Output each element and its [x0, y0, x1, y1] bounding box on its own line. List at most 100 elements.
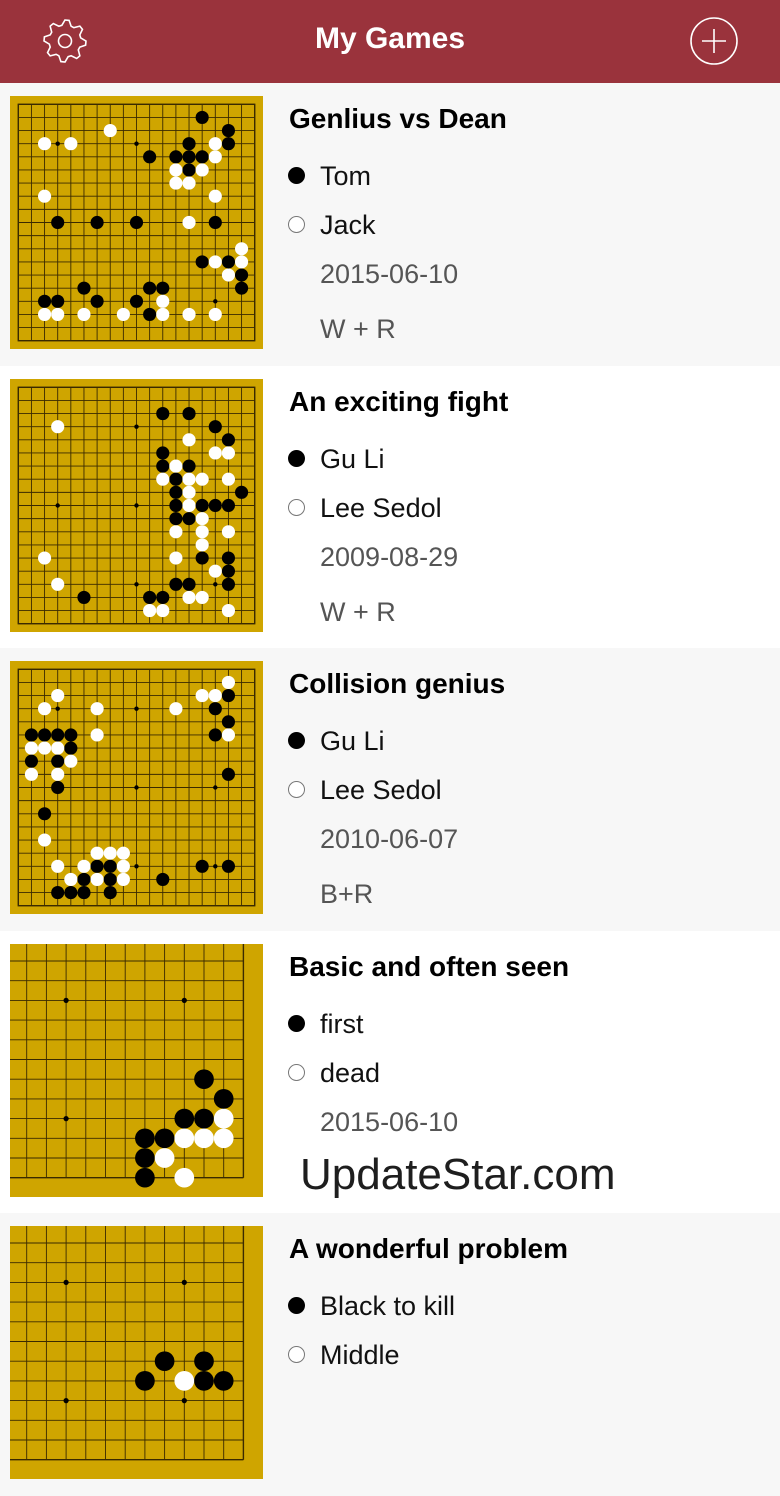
- white-stone: [156, 603, 170, 617]
- plus-circle-icon[interactable]: [689, 16, 739, 66]
- white-stone: [182, 472, 196, 486]
- white-stone: [174, 1167, 195, 1188]
- black-stone: [90, 859, 104, 873]
- white-stone: [38, 741, 52, 755]
- black-stone: [135, 1371, 155, 1391]
- white-stone: [90, 702, 104, 716]
- game-list-item[interactable]: Genlius vs Dean Tom Jack 2015-06-10 W + R: [0, 83, 780, 366]
- black-stone: [156, 590, 170, 604]
- white-stone: [143, 603, 157, 617]
- black-stone: [195, 498, 209, 512]
- go-board-thumbnail: [10, 1226, 263, 1479]
- black-stone: [77, 886, 91, 900]
- black-stone: [208, 215, 222, 230]
- game-list-item[interactable]: An exciting fight Gu Li Lee Sedol 2009-08…: [0, 365, 780, 649]
- black-stone: [77, 281, 91, 295]
- white-stone: [77, 307, 91, 321]
- game-title: Basic and often seen: [289, 950, 570, 982]
- white-stone: [169, 524, 183, 538]
- game-date: 2015-06-10: [320, 259, 459, 289]
- star-point: [55, 141, 60, 146]
- board-edge: [17, 103, 256, 342]
- nav-bar: My Games: [0, 0, 780, 83]
- star-point: [63, 1115, 69, 1121]
- black-stone: [235, 268, 249, 282]
- white-stone: [156, 294, 170, 308]
- go-board-thumbnail: [10, 378, 263, 632]
- black-player: first: [320, 1008, 364, 1039]
- white-player: Middle: [320, 1340, 400, 1370]
- black-stone: [51, 728, 65, 742]
- white-stone: [24, 767, 38, 781]
- star-point: [134, 424, 139, 429]
- white-player: Lee Sedol: [320, 775, 442, 805]
- go-board-thumbnail: [10, 96, 263, 349]
- star-point: [134, 785, 139, 790]
- black-stone-icon: [288, 449, 305, 467]
- gear-icon[interactable]: [40, 16, 90, 66]
- white-stone: [64, 754, 78, 768]
- black-stone-icon: [288, 1014, 305, 1032]
- white-stone: [235, 242, 249, 256]
- black-stone: [194, 1068, 214, 1089]
- game-list-item[interactable]: Basic and often seen first dead 2015-06-1…: [0, 930, 780, 1214]
- black-stone: [221, 859, 235, 873]
- black-stone: [208, 728, 222, 742]
- black-stone: [103, 886, 117, 900]
- black-stone: [221, 498, 235, 512]
- game-list-item[interactable]: Collision genius Gu Li Lee Sedol 2010-06-…: [0, 648, 780, 931]
- white-stone: [221, 445, 235, 460]
- white-stone-icon: [288, 1063, 305, 1081]
- black-stone: [182, 406, 196, 420]
- black-stone: [154, 1351, 175, 1372]
- white-stone: [156, 472, 170, 486]
- white-stone-icon: [288, 1346, 305, 1363]
- white-stone: [169, 702, 183, 716]
- black-stone: [129, 294, 144, 308]
- white-stone: [38, 702, 52, 716]
- black-stone: [182, 511, 196, 525]
- white-stone: [116, 859, 130, 873]
- white-player: dead: [320, 1057, 381, 1088]
- star-point: [181, 1279, 187, 1285]
- white-stone: [195, 689, 209, 703]
- white-stone: [169, 163, 183, 177]
- white-stone: [208, 150, 222, 164]
- star-point: [213, 581, 218, 586]
- board-edge: [17, 668, 256, 907]
- star-point: [55, 502, 60, 508]
- black-stone: [169, 577, 183, 591]
- black-stone: [103, 872, 117, 886]
- black-stone: [156, 281, 170, 295]
- white-stone: [103, 124, 117, 138]
- white-stone: [77, 859, 91, 873]
- white-stone: [90, 728, 104, 742]
- white-stone: [90, 872, 104, 886]
- black-stone: [77, 590, 91, 604]
- black-stone: [103, 859, 117, 873]
- black-stone: [51, 886, 65, 900]
- go-board-thumbnail: [10, 661, 263, 914]
- black-stone: [235, 485, 249, 499]
- black-stone: [221, 564, 235, 578]
- star-point: [134, 864, 139, 869]
- game-date: 2009-08-29: [320, 541, 459, 572]
- game-result: W + R: [320, 596, 396, 627]
- black-stone: [90, 294, 104, 308]
- black-stone: [38, 294, 52, 308]
- white-stone: [38, 307, 52, 321]
- white-stone: [64, 137, 78, 151]
- black-player: Tom: [320, 161, 372, 191]
- white-stone: [51, 741, 65, 755]
- star-point: [63, 997, 69, 1003]
- white-stone: [221, 524, 235, 538]
- white-stone: [195, 511, 209, 525]
- game-list-item[interactable]: A wonderful problem Black to kill Middle: [0, 1213, 780, 1496]
- black-stone: [195, 550, 209, 565]
- black-stone: [38, 807, 52, 821]
- black-stone: [208, 419, 222, 433]
- black-stone: [174, 1108, 195, 1128]
- white-stone: [182, 215, 196, 230]
- game-title: Collision genius: [289, 668, 506, 699]
- black-stone: [221, 577, 235, 591]
